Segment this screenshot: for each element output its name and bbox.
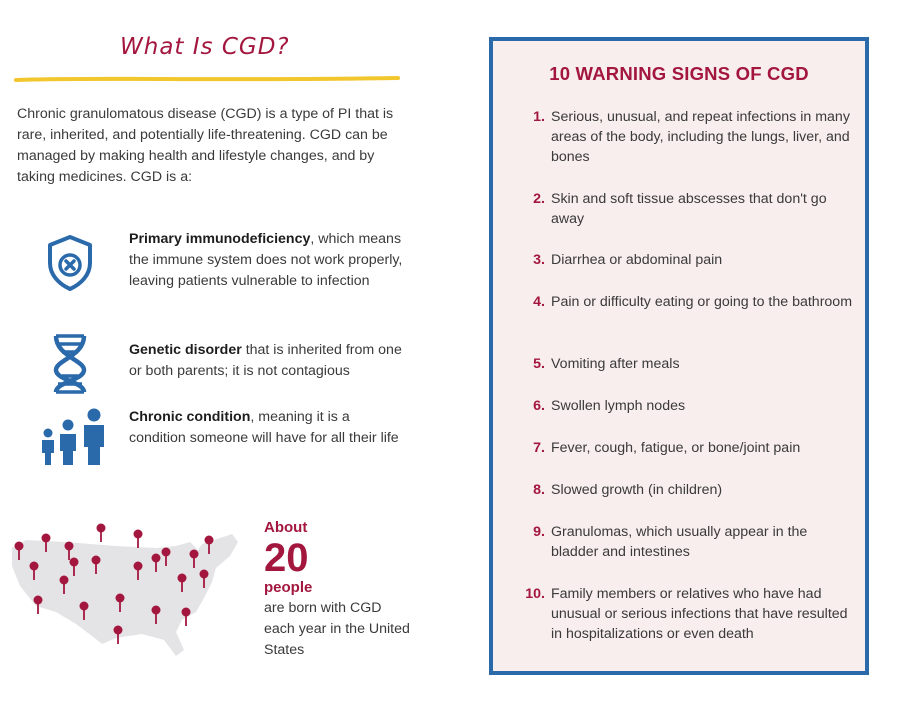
sign-number: 3. bbox=[533, 252, 545, 268]
stat-about: About bbox=[264, 519, 308, 536]
sign-number: 2. bbox=[533, 191, 545, 207]
map-pin bbox=[151, 605, 161, 624]
map-pin bbox=[59, 575, 69, 594]
map-pin bbox=[189, 549, 199, 568]
stat-people: people bbox=[264, 579, 313, 596]
title-underline bbox=[14, 76, 400, 82]
map-pin bbox=[161, 547, 171, 566]
fact-bold: Genetic disorder bbox=[129, 342, 242, 358]
map-pin bbox=[64, 541, 74, 560]
sign-number: 10. bbox=[525, 586, 545, 602]
map-pin bbox=[91, 555, 101, 574]
map-pin bbox=[133, 561, 143, 580]
left-column: What Is CGD? Chronic granulomatous disea… bbox=[0, 0, 420, 710]
map-pin bbox=[79, 601, 89, 620]
sign-text: Fever, cough, fatigue, or bone/joint pai… bbox=[551, 440, 801, 456]
sign-number: 8. bbox=[533, 482, 545, 498]
stat-description: are born with CGD each year in the Unite… bbox=[264, 600, 410, 658]
us-map-shape bbox=[12, 534, 238, 656]
sign-number: 1. bbox=[533, 109, 545, 125]
sign-text: Granulomas, which usually appear in the … bbox=[551, 524, 808, 560]
map-pin bbox=[113, 625, 123, 644]
warning-signs-panel: 10 WARNING SIGNS OF CGD 1. Serious, unus… bbox=[489, 37, 869, 675]
map-pin bbox=[199, 569, 209, 588]
fact-bold: Chronic condition bbox=[129, 409, 251, 425]
sign-text: Pain or difficulty eating or going to th… bbox=[551, 294, 853, 310]
map-pin bbox=[41, 533, 51, 552]
fact-rest: , which means the immune system does not… bbox=[129, 231, 403, 289]
sign-text: Diarrhea or abdominal pain bbox=[551, 252, 723, 268]
fact-text: Chronic condition, meaning it is a condi… bbox=[129, 407, 409, 449]
shield-x-icon bbox=[36, 229, 104, 297]
map-pin bbox=[69, 557, 79, 576]
map-pins bbox=[14, 523, 214, 644]
map-pin bbox=[151, 553, 161, 572]
sign-number: 7. bbox=[533, 440, 545, 456]
sign-number: 6. bbox=[533, 398, 545, 414]
fact-bold: Primary immunodeficiency bbox=[129, 231, 311, 247]
map-pin bbox=[96, 523, 106, 542]
map-pin bbox=[181, 607, 191, 626]
map-pin bbox=[204, 535, 214, 554]
sign-text: Serious, unusual, and repeat infections … bbox=[551, 109, 850, 165]
sign-text: Vomiting after meals bbox=[551, 356, 680, 372]
fact-text: Genetic disorder that is inherited from … bbox=[129, 340, 409, 382]
map-pin bbox=[115, 593, 125, 612]
us-map-illustration bbox=[12, 523, 238, 656]
map-pin bbox=[33, 595, 43, 614]
birth-statistic: About 20 people are born with CGD each y… bbox=[264, 518, 414, 661]
sign-text: Family members or relatives who have had… bbox=[551, 586, 848, 642]
dna-icon bbox=[36, 330, 104, 398]
map-pin bbox=[29, 561, 39, 580]
sign-number: 9. bbox=[533, 524, 545, 540]
map-pin bbox=[14, 541, 24, 560]
fact-rest: that is inherited from one or both paren… bbox=[129, 342, 402, 379]
sign-text: Skin and soft tissue abscesses that don'… bbox=[551, 191, 827, 227]
family-icon bbox=[38, 407, 106, 475]
map-pin bbox=[177, 573, 187, 592]
panel-title: 10 WARNING SIGNS OF CGD bbox=[549, 63, 809, 84]
sign-text: Swollen lymph nodes bbox=[551, 398, 686, 414]
page-title: What Is CGD? bbox=[120, 34, 290, 60]
intro-paragraph: Chronic granulomatous disease (CGD) is a… bbox=[17, 106, 394, 185]
stat-number: 20 bbox=[264, 536, 309, 580]
sign-text: Slowed growth (in children) bbox=[551, 482, 723, 498]
sign-number: 4. bbox=[533, 294, 545, 310]
map-pin bbox=[133, 529, 143, 548]
sign-number: 5. bbox=[533, 356, 545, 372]
fact-rest: , meaning it is a condition someone will… bbox=[129, 409, 399, 446]
fact-text: Primary immunodeficiency, which means th… bbox=[129, 229, 409, 292]
